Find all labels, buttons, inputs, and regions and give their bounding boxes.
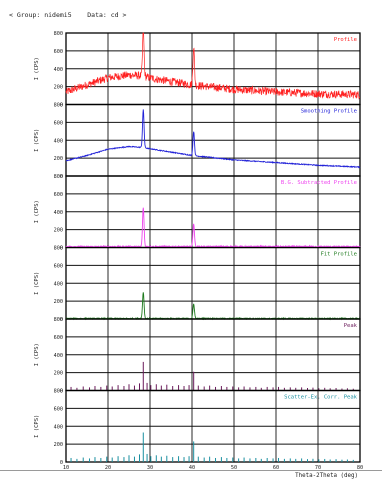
y-tick-label: 0: [60, 103, 63, 109]
series-name-label: B.G. Subtracted Profile: [281, 180, 357, 186]
y-tick-label: 600: [54, 263, 63, 269]
y-axis-label: I (CPS): [34, 343, 40, 366]
bottom-divider: [0, 470, 382, 471]
y-tick-label: 200: [54, 299, 63, 305]
y-tick-label: 400: [54, 138, 63, 144]
y-tick-label: 600: [54, 335, 63, 341]
x-tick-label: 60: [273, 465, 279, 471]
y-axis-label: I (CPS): [34, 129, 40, 152]
y-tick-label: 800: [54, 389, 63, 395]
panel-frame: [65, 389, 361, 463]
series-name-label: Profile: [334, 37, 357, 43]
x-tick-label: 50: [231, 465, 237, 471]
y-tick-label: 400: [54, 67, 63, 73]
y-tick-label: 800: [54, 246, 63, 252]
x-tick-label: 80: [357, 465, 363, 471]
series-line: [65, 292, 361, 321]
series-name-label: Fit Profile: [321, 252, 357, 258]
y-tick-label: 200: [54, 85, 63, 91]
y-axis-label: I (CPS): [34, 200, 40, 223]
x-tick-label: 70: [315, 465, 321, 471]
y-axis-label: I (CPS): [34, 57, 40, 80]
y-tick-label: 600: [54, 49, 63, 55]
y-axis-label: I (CPS): [34, 272, 40, 295]
panel-peak: 0 200 400 600 800 I (CPS) Peak: [34, 317, 361, 395]
x-tick-label: 30: [147, 465, 153, 471]
x-tick-label: 20: [105, 465, 111, 471]
panel-profile: 0 200 400 600 800 I (CPS) Profile: [34, 31, 361, 109]
x-tick-label: 40: [189, 465, 195, 471]
series-line: [65, 32, 361, 100]
y-tick-label: 600: [54, 192, 63, 198]
y-tick-label: 0: [60, 317, 63, 323]
y-tick-label: 600: [54, 406, 63, 412]
y-tick-label: 0: [60, 389, 63, 395]
y-tick-label: 600: [54, 120, 63, 126]
y-tick-label: 800: [54, 317, 63, 323]
series-line: [65, 109, 361, 169]
group-data-header: < Group: nidemi5 Data: cd >: [9, 11, 127, 19]
panel-scatter-ex-corr-peak: 0 200 400 600 800 I (CPS) Scatter-Ex. Corr. Pe…: [34, 389, 361, 466]
x-axis-label: Theta-2Theta (deg): [295, 473, 358, 479]
y-tick-label: 0: [60, 246, 63, 252]
y-tick-label: 800: [54, 174, 63, 180]
y-tick-label: 400: [54, 424, 63, 430]
y-axis-label: I (CPS): [34, 415, 40, 438]
series-line: [65, 207, 361, 249]
series-name-label: Scatter-Ex. Corr. Peak: [284, 395, 358, 401]
series-name-label: Peak: [344, 323, 358, 329]
y-tick-label: 200: [54, 371, 63, 377]
panel-fit-profile: 0 200 400 600 800 I (CPS) Fit Profile: [34, 246, 361, 323]
y-tick-label: 400: [54, 353, 63, 359]
y-tick-label: 200: [54, 156, 63, 162]
x-tick-label: 10: [63, 465, 69, 471]
panel-smoothing-profile: 0 200 400 600 800 I (CPS) Smoothing Profile: [34, 103, 361, 180]
y-tick-label: 0: [60, 460, 63, 466]
y-tick-label: 0: [60, 174, 63, 180]
y-tick-label: 800: [54, 103, 63, 109]
panel-b-g-subtracted-profile: 0 200 400 600 800 I (CPS) B.G. Subtracted Prof…: [34, 174, 361, 252]
y-tick-label: 400: [54, 210, 63, 216]
y-tick-label: 200: [54, 228, 63, 234]
y-tick-label: 200: [54, 442, 63, 448]
series-name-label: Smoothing Profile: [301, 109, 357, 115]
y-tick-label: 800: [54, 31, 63, 37]
y-tick-label: 400: [54, 281, 63, 287]
